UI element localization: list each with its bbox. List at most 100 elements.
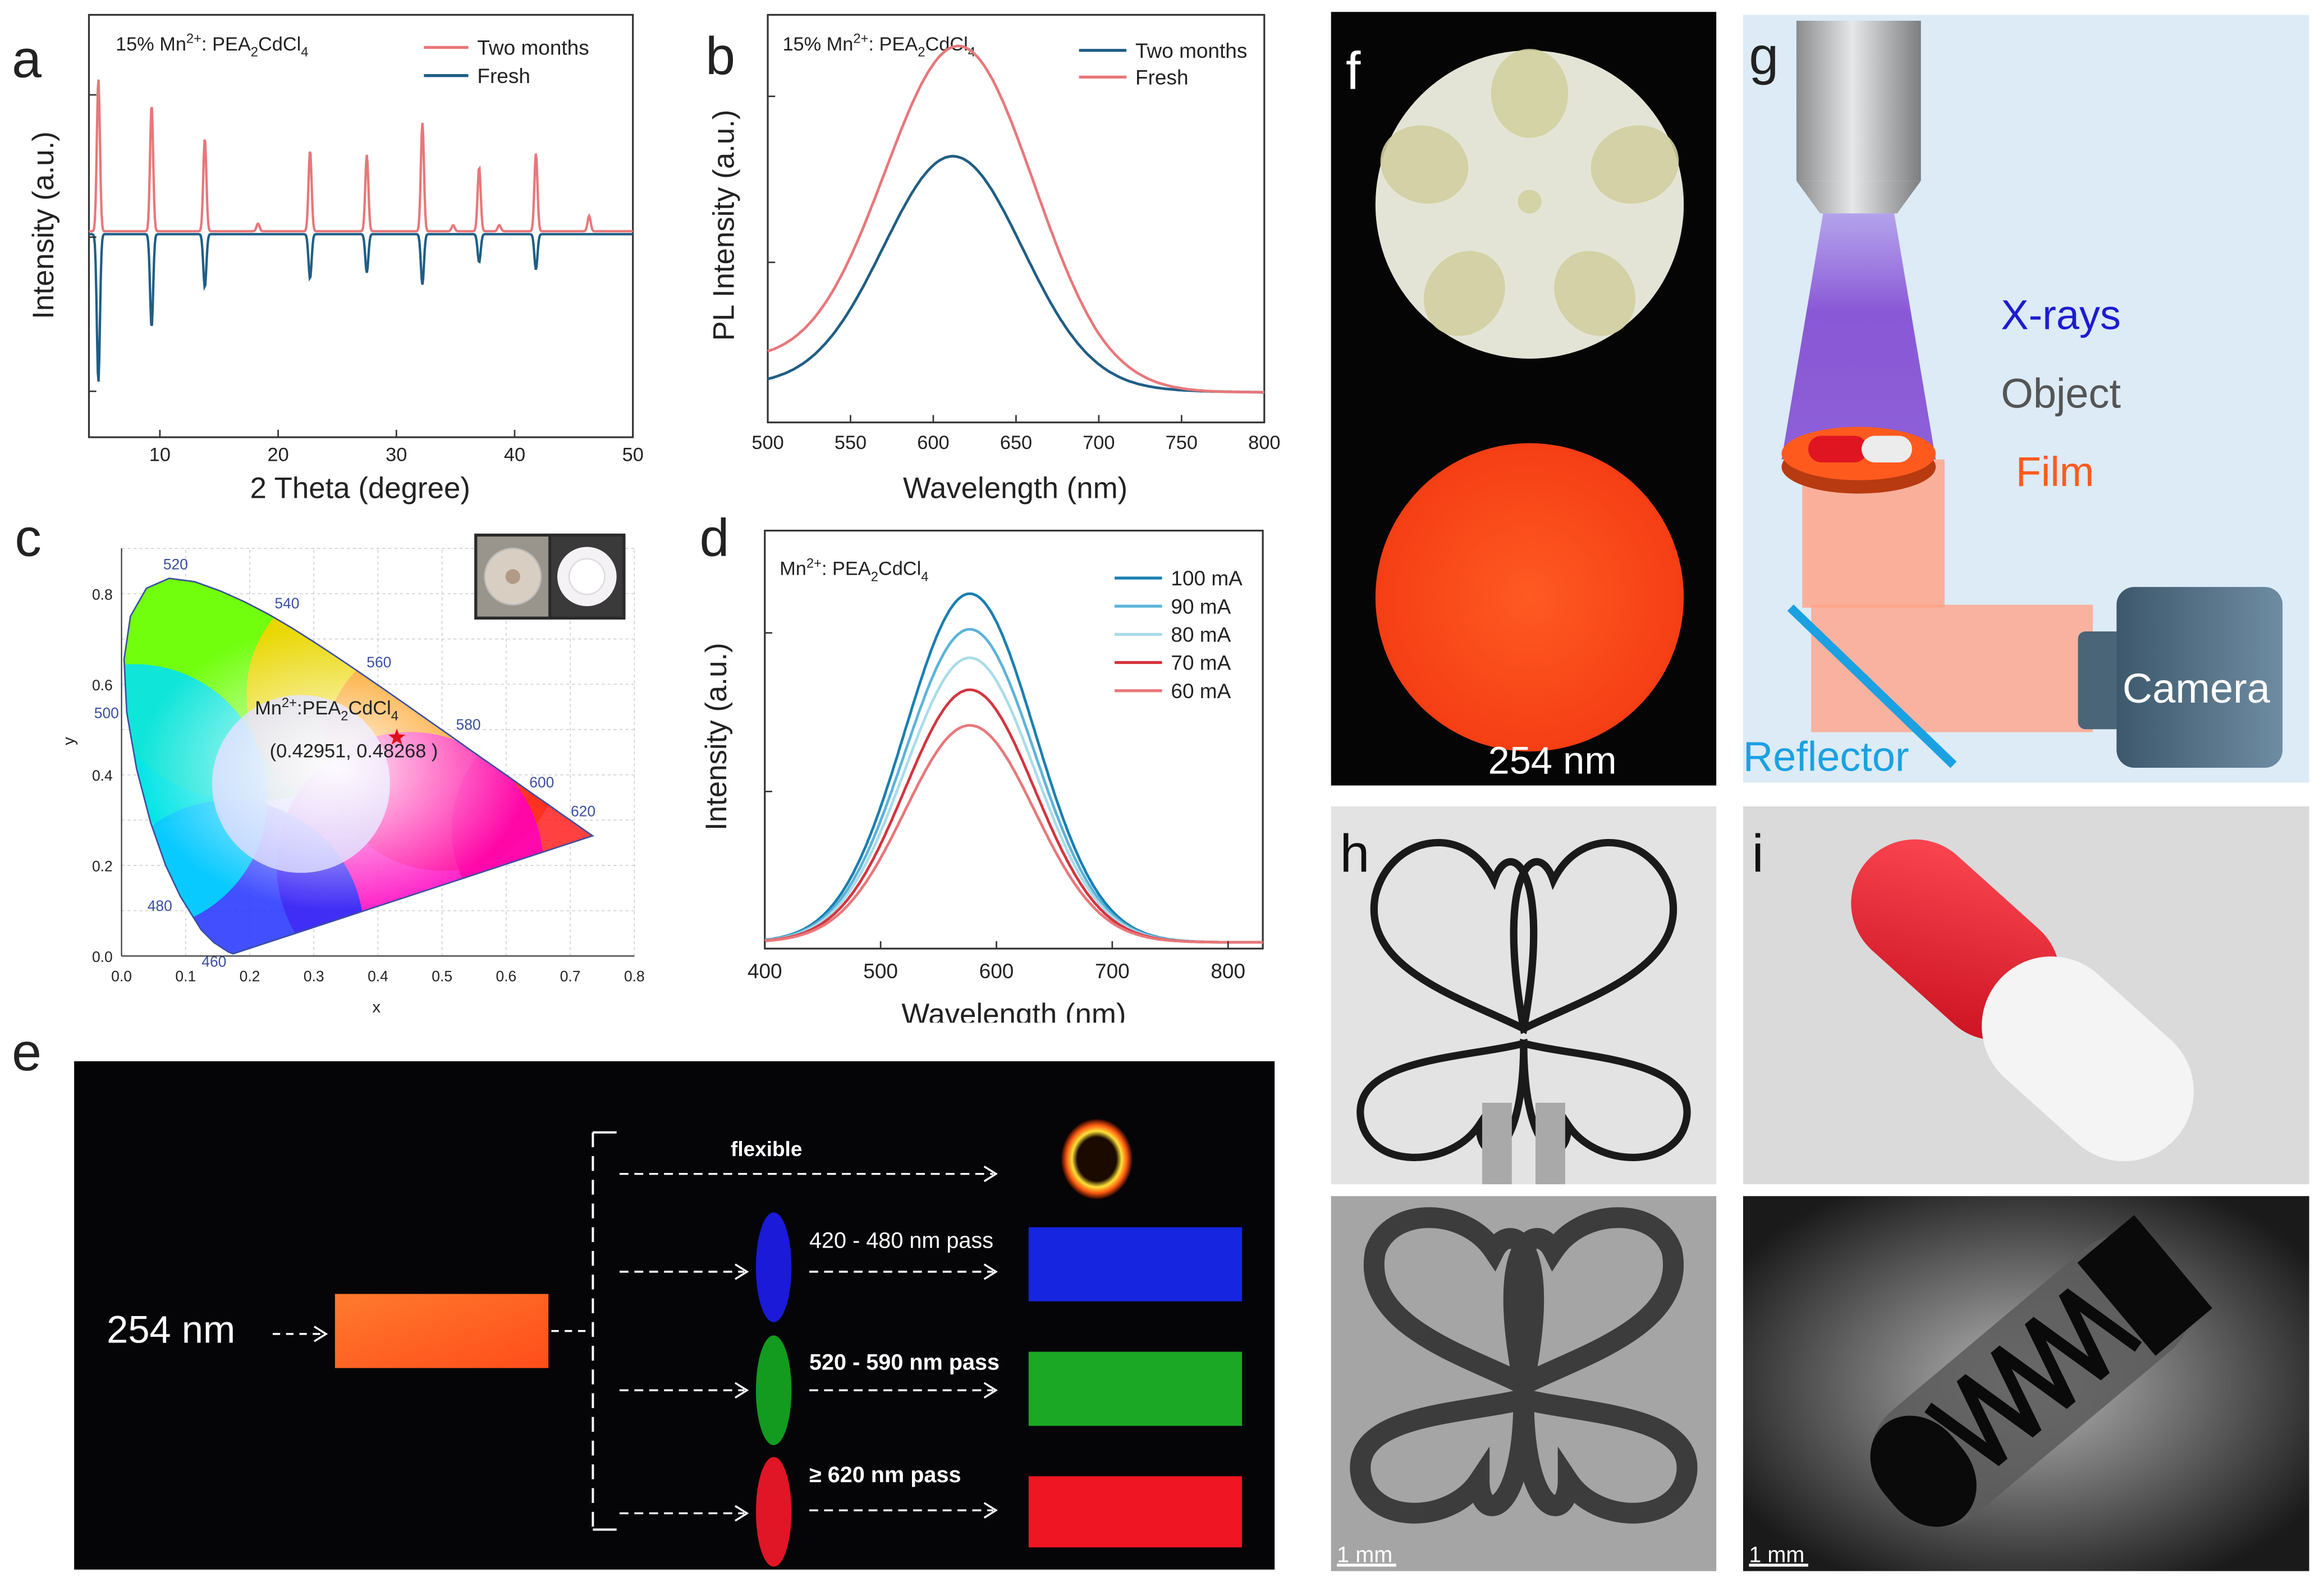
panel-a-xlabel: 2 Theta (degree) xyxy=(250,471,470,505)
locus-label-620: 620 xyxy=(571,803,595,820)
cie-xtick-label: 0.8 xyxy=(624,968,645,984)
legend-label-80-mA: 80 mA xyxy=(1171,624,1231,647)
el-trace-60-mA xyxy=(764,724,1263,944)
panel-d-xtick-label: 700 xyxy=(1095,960,1130,983)
locus-label-520: 520 xyxy=(163,556,188,573)
xray-tube xyxy=(1796,20,1921,181)
clover-xray-shadow xyxy=(1350,1207,1698,1524)
capsule-white-half xyxy=(1862,436,1912,462)
label-camera: Camera xyxy=(2123,665,2271,712)
panel-label-f: f xyxy=(1346,41,1361,100)
panel-label-a: a xyxy=(12,28,42,89)
cie-xtick-label: 0.0 xyxy=(111,968,132,984)
spectral-locus xyxy=(123,577,594,955)
panel-h-photos: h 1 mm xyxy=(1331,806,1717,1571)
cie-ytick-label: 0.4 xyxy=(92,767,113,784)
legend-label-60-mA: 60 mA xyxy=(1171,680,1231,703)
point-label: Mn2+:PEA2CdCl4 xyxy=(255,695,398,724)
panel-d-xtick-label: 400 xyxy=(748,960,782,983)
panel-a-ylabel: Intensity (a.u.) xyxy=(27,131,60,319)
legend-label-100-mA: 100 mA xyxy=(1171,567,1243,590)
xray-tube-nozzle xyxy=(1796,181,1921,214)
film-disc-uv xyxy=(1375,443,1684,751)
panel-g-schematic: g X-rays Object Film Camera Reflector xyxy=(1743,15,2309,783)
label-xrays: X-rays xyxy=(2001,291,2121,338)
red-arrowhead-in xyxy=(735,1505,749,1522)
green-output xyxy=(1028,1351,1243,1426)
flexible-arrowhead xyxy=(983,1166,998,1182)
legend-label-90-mA: 90 mA xyxy=(1171,595,1231,618)
label-object: Object xyxy=(2001,370,2121,416)
panel-a-chart: 15% Mn2+: PEA2CdCl4 Two months Fresh 10 2… xyxy=(27,13,644,505)
flexible-ring-photo xyxy=(1061,1119,1133,1199)
green-filter xyxy=(755,1335,792,1445)
panel-label-e: e xyxy=(12,1021,42,1082)
red-filter-label: ≥ 620 nm pass xyxy=(809,1463,961,1487)
excitation-arrowhead xyxy=(313,1326,328,1342)
cie-xtick-label: 0.4 xyxy=(368,968,388,984)
panel-d-xlabel: Wavelength (nm) xyxy=(901,998,1126,1023)
cie-ytick-label: 0.2 xyxy=(92,858,113,875)
panel-label-c: c xyxy=(15,507,42,568)
panel-label-i: i xyxy=(1752,824,1764,883)
xrd-trace-two-months xyxy=(89,79,633,233)
panel-b-xtick-label: 550 xyxy=(835,432,867,453)
panel-b-xtick-label: 500 xyxy=(751,432,783,453)
cie-ytick-label: 0.0 xyxy=(92,948,113,965)
point-coordinates: (0.42951, 0.48268 ) xyxy=(270,741,438,762)
blue-filter-label: 420 - 480 nm pass xyxy=(809,1229,993,1253)
panel-b-frame xyxy=(767,13,1266,424)
xrd-trace-fresh xyxy=(89,233,633,382)
panel-d-xtick-label: 800 xyxy=(1211,960,1245,983)
panel-d-xtick-label: 600 xyxy=(979,960,1014,983)
green-arrowhead-in xyxy=(735,1382,749,1399)
panel-c-xlabel: x xyxy=(373,998,381,1016)
panel-b-chart: 15% Mn2+: PEA2CdCl4 Two months Fresh 500… xyxy=(707,13,1280,505)
panel-d-xtick-label: 500 xyxy=(863,960,898,983)
red-filter xyxy=(755,1457,792,1567)
panel-f-photo: f 254 nm xyxy=(1331,12,1717,786)
locus-label-600: 600 xyxy=(529,774,554,791)
panel-d-frame xyxy=(764,529,1264,950)
panel-f-wavelength: 254 nm xyxy=(1488,739,1617,782)
capsule xyxy=(1851,839,2194,1162)
cie-point-star xyxy=(388,728,406,745)
locus-label-580: 580 xyxy=(456,716,481,733)
xray-beam xyxy=(1781,213,1936,460)
panel-label-b: b xyxy=(705,25,736,86)
cie-xtick-label: 0.7 xyxy=(560,968,581,984)
blue-output xyxy=(1028,1227,1243,1301)
cie-xtick-label: 0.6 xyxy=(496,968,517,984)
cie-xtick-label: 0.3 xyxy=(304,968,324,984)
label-reflector: Reflector xyxy=(1743,733,1909,780)
film-flower-pattern xyxy=(1380,49,1679,336)
panel-a-xtick-label: 10 xyxy=(149,444,171,465)
panel-i-photos: i 1 mm xyxy=(1743,806,2309,1571)
cie-xtick-label: 0.5 xyxy=(432,968,452,984)
camera-body xyxy=(2116,586,2283,768)
panel-b-xtick-label: 800 xyxy=(1248,432,1280,453)
cie-ytick-label: 0.8 xyxy=(92,586,113,603)
legend-label-b-fresh: Fresh xyxy=(1135,66,1188,89)
legend-label-b-two-months: Two months xyxy=(1135,39,1247,62)
panel-d-ylabel: Intensity (a.u.) xyxy=(700,643,733,831)
panel-b-title: 15% Mn2+: PEA2CdCl4 xyxy=(782,31,975,60)
led-off-die xyxy=(505,569,520,584)
green-arrowhead-out xyxy=(983,1382,998,1399)
panel-d-title: Mn2+: PEA2CdCl4 xyxy=(780,556,928,585)
legend-label-fresh: Fresh xyxy=(477,65,530,88)
panel-a-xtick-label: 50 xyxy=(622,444,644,465)
label-film: Film xyxy=(2016,448,2094,495)
excitation-label: 254 nm xyxy=(107,1308,235,1351)
panel-label-h: h xyxy=(1340,824,1369,883)
capsule-white-body xyxy=(1982,956,2194,1162)
clover-stem-left xyxy=(1482,1102,1512,1185)
green-filter-label: 520 - 590 nm pass xyxy=(809,1350,1000,1374)
locus-label-540: 540 xyxy=(274,595,299,612)
legend-label-70-mA: 70 mA xyxy=(1171,652,1231,675)
panel-a-title: 15% Mn2+: PEA2CdCl4 xyxy=(116,31,309,60)
blue-filter xyxy=(755,1212,792,1322)
panel-a-xtick-label: 30 xyxy=(386,444,407,465)
